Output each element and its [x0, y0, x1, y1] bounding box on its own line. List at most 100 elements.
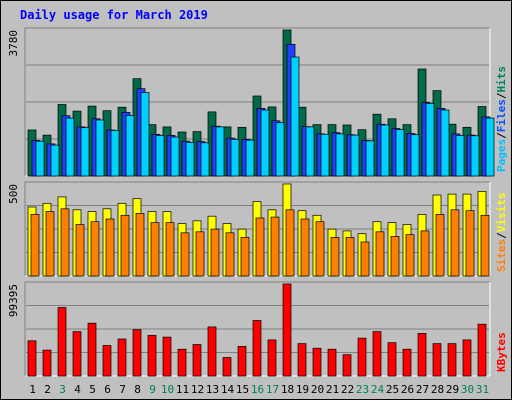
- bar-sites-day-28: [435, 214, 445, 277]
- bar-pages-day-2: [50, 144, 60, 177]
- bar-kbytes-day-26: [402, 348, 412, 377]
- bar-kbytes-day-29: [447, 343, 457, 377]
- bar-kbytes-day-27: [417, 333, 427, 377]
- y-max-label: 3780: [7, 30, 20, 57]
- legend-label-0: Pages: [495, 139, 508, 172]
- bar-pages-day-18: [290, 56, 300, 177]
- x-tick-label-day-31: 31: [476, 383, 489, 396]
- x-tick-label-day-30: 30: [461, 383, 474, 396]
- bar-sites-day-24: [375, 231, 385, 277]
- bar-sites-day-21: [330, 237, 340, 277]
- bar-kbytes-day-14: [222, 357, 232, 377]
- x-tick-label-day-18: 18: [281, 383, 294, 396]
- bar-kbytes-day-10: [162, 336, 172, 377]
- legend-label-1: /: [495, 232, 508, 239]
- bar-kbytes-day-22: [342, 354, 352, 377]
- bar-kbytes-day-21: [327, 348, 337, 377]
- bar-pages-day-29: [455, 135, 465, 177]
- x-tick-label-day-25: 25: [386, 383, 399, 396]
- x-tick-label-day-9: 9: [149, 383, 156, 396]
- bar-pages-day-15: [245, 139, 255, 177]
- bar-pages-day-16: [260, 109, 270, 177]
- bar-kbytes-day-18: [282, 283, 292, 377]
- bar-sites-day-18: [285, 209, 295, 277]
- x-tick-label-day-19: 19: [296, 383, 309, 396]
- bar-sites-day-2: [45, 211, 55, 277]
- bar-kbytes-day-1: [27, 340, 37, 377]
- bar-kbytes-day-6: [102, 345, 112, 377]
- x-tick-label-day-26: 26: [401, 383, 414, 396]
- bar-sites-day-26: [405, 234, 415, 277]
- bar-kbytes-day-2: [42, 349, 52, 377]
- x-tick-label-day-22: 22: [341, 383, 354, 396]
- bar-pages-day-20: [320, 133, 330, 177]
- bar-sites-day-31: [480, 214, 490, 277]
- bar-sites-day-13: [210, 228, 220, 277]
- bar-kbytes-day-13: [207, 326, 217, 377]
- bar-pages-day-25: [395, 129, 405, 177]
- x-tick-label-day-29: 29: [446, 383, 459, 396]
- series-sites: [30, 208, 490, 277]
- bar-sites-day-10: [165, 222, 175, 277]
- bar-pages-day-3: [65, 117, 75, 177]
- bar-sites-day-25: [390, 236, 400, 277]
- x-tick-label-day-21: 21: [326, 383, 339, 396]
- bar-kbytes-day-12: [192, 344, 202, 377]
- bar-sites-day-9: [150, 222, 160, 277]
- x-tick-label-day-27: 27: [416, 383, 429, 396]
- right-legend: Sites/Visits: [495, 193, 508, 273]
- bar-pages-day-4: [80, 127, 90, 177]
- bar-kbytes-day-30: [462, 339, 472, 377]
- right-legend: Pages/Files/Hits: [495, 66, 508, 172]
- x-tick-label-day-2: 2: [44, 383, 51, 396]
- bar-sites-day-23: [360, 241, 370, 277]
- bar-sites-day-7: [120, 214, 130, 277]
- series-kbytes: [27, 283, 487, 377]
- bar-sites-day-20: [315, 221, 325, 277]
- x-tick-label-day-3: 3: [59, 383, 66, 396]
- bar-pages-day-28: [440, 109, 450, 177]
- bar-kbytes-day-5: [87, 322, 97, 377]
- x-tick-label-day-11: 11: [176, 383, 189, 396]
- bar-sites-day-16: [255, 217, 265, 277]
- legend-label-2: Files: [495, 99, 508, 132]
- x-tick-label-day-23: 23: [356, 383, 369, 396]
- bar-sites-day-5: [90, 221, 100, 277]
- bar-kbytes-day-8: [132, 329, 142, 377]
- legend-label-4: Hits: [495, 66, 508, 93]
- bar-pages-day-31: [485, 117, 495, 177]
- bar-sites-day-3: [60, 208, 70, 277]
- bar-pages-day-30: [470, 135, 480, 177]
- x-tick-label-day-10: 10: [161, 383, 174, 396]
- bar-kbytes-day-16: [252, 320, 262, 377]
- bar-pages-day-23: [365, 140, 375, 177]
- bar-pages-day-22: [350, 134, 360, 177]
- legend-label-0: Sites: [495, 239, 508, 272]
- x-tick-label-day-5: 5: [89, 383, 96, 396]
- bar-pages-day-9: [155, 135, 165, 177]
- bar-pages-day-27: [425, 103, 435, 177]
- x-axis: 1 2 3 4 5 6 7 8 9 10 11 12 13 14 15 16 17 18 19 20 21 22 23 24 2…: [29, 383, 489, 396]
- bar-kbytes-day-25: [387, 342, 397, 377]
- bar-sites-day-29: [450, 209, 460, 277]
- x-tick-label-day-1: 1: [29, 383, 36, 396]
- y-max-label: 99395: [7, 284, 20, 317]
- bar-kbytes-day-9: [147, 334, 157, 377]
- bar-kbytes-day-4: [72, 331, 82, 377]
- bar-kbytes-day-24: [372, 331, 382, 377]
- bar-pages-day-7: [125, 115, 135, 177]
- bar-pages-day-5: [95, 119, 105, 177]
- bar-sites-day-19: [300, 218, 310, 277]
- x-tick-label-day-28: 28: [431, 383, 444, 396]
- x-tick-label-day-17: 17: [266, 383, 279, 396]
- bar-pages-day-13: [215, 126, 225, 177]
- bar-pages-day-1: [35, 140, 45, 177]
- panel-visits_sites: 500 Sites/Visits: [7, 181, 508, 277]
- bar-kbytes-day-17: [267, 339, 277, 377]
- x-tick-label-day-12: 12: [191, 383, 204, 396]
- bar-sites-day-27: [420, 230, 430, 277]
- panel-kbytes: 99395 KBytes: [7, 281, 508, 377]
- legend-label-1: /: [495, 132, 508, 139]
